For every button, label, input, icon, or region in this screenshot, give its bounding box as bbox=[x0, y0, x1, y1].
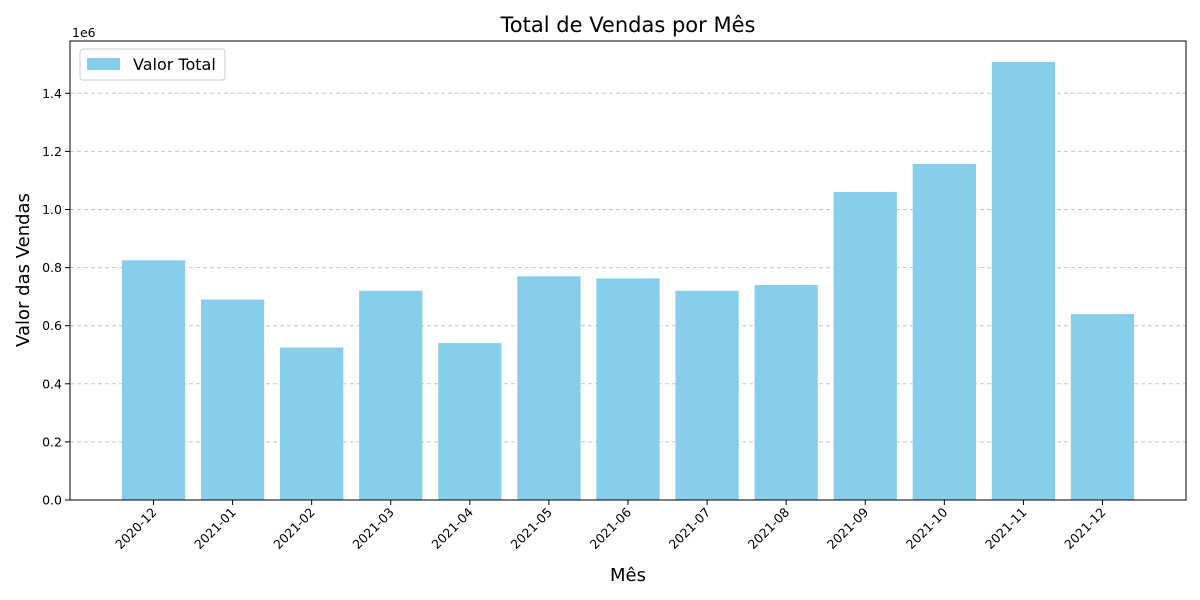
bar-2021-04 bbox=[438, 343, 502, 500]
y-tick-label: 0.6 bbox=[42, 318, 62, 333]
bar-2021-07 bbox=[675, 290, 739, 500]
y-tick-label: 1.2 bbox=[42, 144, 62, 159]
chart-title: Total de Vendas por Mês bbox=[500, 13, 756, 37]
bar-2021-02 bbox=[280, 347, 344, 500]
y-tick-label: 0.2 bbox=[42, 434, 62, 449]
bar-2021-10 bbox=[912, 163, 976, 501]
y-offset-label: 1e6 bbox=[72, 25, 96, 40]
bar-2021-09 bbox=[833, 192, 897, 500]
bar-2021-06 bbox=[596, 278, 660, 500]
bar-2021-03 bbox=[359, 290, 423, 500]
bar-2021-11 bbox=[991, 61, 1056, 501]
bar-2021-01 bbox=[200, 299, 265, 500]
y-tick-label: 1.4 bbox=[42, 86, 62, 101]
legend-label: Valor Total bbox=[133, 55, 216, 74]
bar-2021-05 bbox=[517, 276, 581, 500]
bar-2021-08 bbox=[754, 285, 818, 500]
y-tick-label: 0.0 bbox=[42, 493, 62, 508]
legend-swatch bbox=[87, 58, 120, 70]
y-axis-ticks: 0.0 0.2 0.4 0.6 0.8 1.0 1.2 1.4 bbox=[42, 86, 70, 508]
y-tick-label: 0.8 bbox=[42, 260, 62, 275]
bar-2021-12 bbox=[1070, 314, 1135, 500]
y-tick-label: 0.4 bbox=[42, 376, 62, 391]
legend: Valor Total bbox=[79, 48, 226, 81]
y-axis-title: Valor das Vendas bbox=[13, 193, 34, 347]
bars bbox=[121, 61, 1135, 501]
x-axis-title: Mês bbox=[610, 565, 646, 586]
legend-box bbox=[79, 48, 226, 81]
bar-2020-12 bbox=[121, 260, 186, 500]
y-tick-label: 1.0 bbox=[42, 202, 62, 217]
